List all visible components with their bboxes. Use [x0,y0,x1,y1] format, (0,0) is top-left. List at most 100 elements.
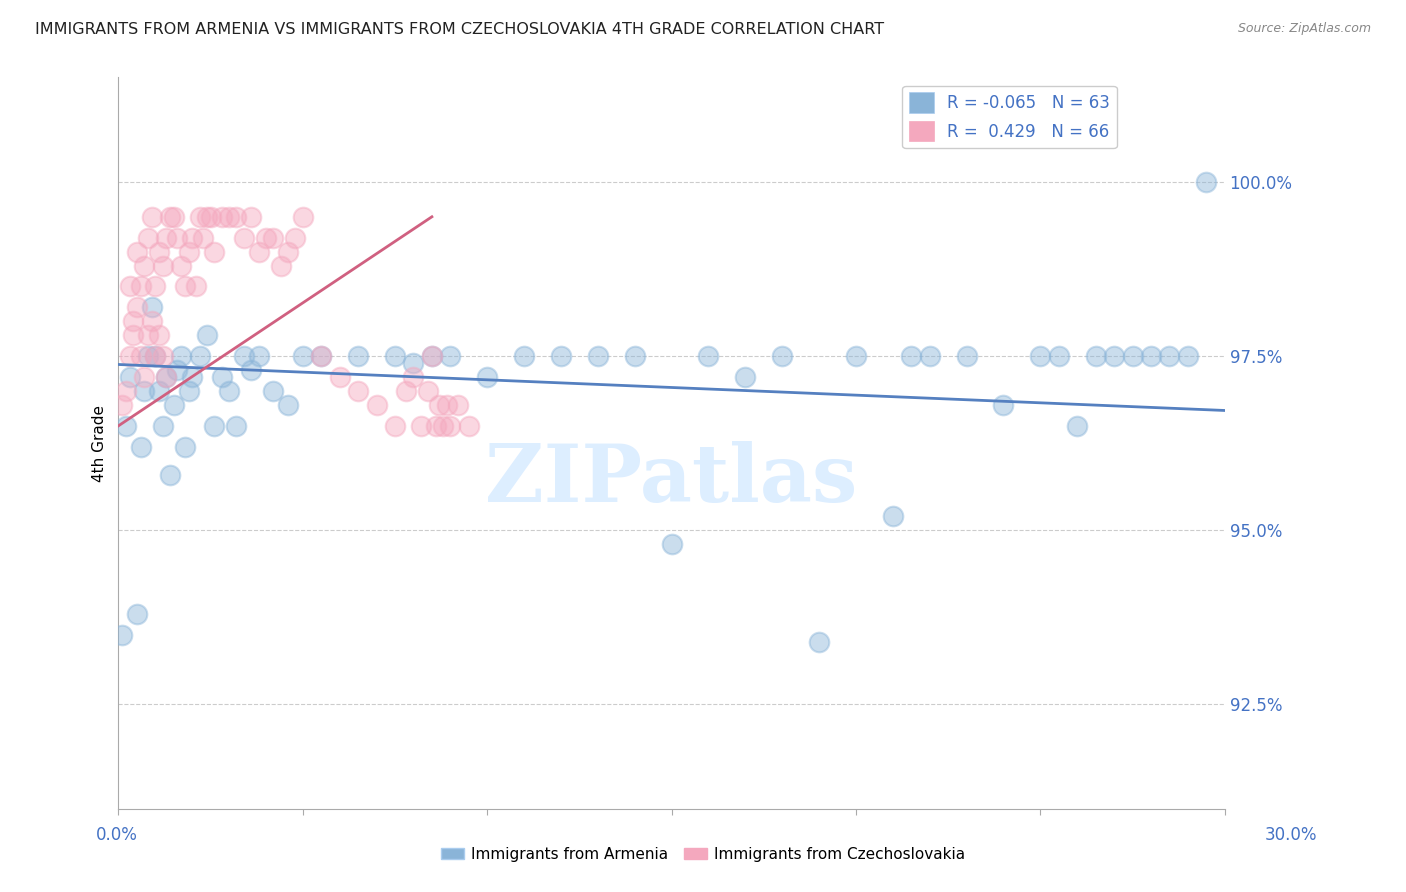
Point [122,314,145,328]
Point [188,349,211,363]
Text: Source: ZipAtlas.com: Source: ZipAtlas.com [1237,22,1371,36]
Point [1047,349,1070,363]
Point [457,418,479,433]
Point [163,210,186,224]
Point [309,349,332,363]
Point [734,370,756,384]
Point [129,440,152,454]
Point [163,398,186,412]
Point [136,349,159,363]
Point [447,398,470,412]
Point [141,210,163,224]
Point [152,259,174,273]
Point [770,349,793,363]
Point [118,279,141,293]
Point [425,418,447,433]
Point [247,349,270,363]
Point [384,418,406,433]
Point [202,418,225,433]
Point [159,467,181,482]
Point [347,384,370,398]
Point [402,356,425,370]
Point [152,418,174,433]
Point [586,349,609,363]
Point [134,370,156,384]
Point [195,328,218,343]
Point [148,328,170,343]
Point [193,230,215,244]
Point [1159,349,1181,363]
Point [291,349,314,363]
Point [143,349,166,363]
Text: 30.0%: 30.0% [1264,826,1317,844]
Point [247,244,270,259]
Point [166,363,188,377]
Point [136,230,159,244]
Point [143,349,166,363]
Point [155,230,177,244]
Point [143,279,166,293]
Point [211,210,233,224]
Point [118,349,141,363]
Point [1102,349,1125,363]
Point [1029,349,1052,363]
Point [159,210,181,224]
Point [550,349,572,363]
Point [141,301,163,315]
Point [114,418,136,433]
Point [173,440,195,454]
Point [125,301,148,315]
Point [240,210,263,224]
Point [202,244,225,259]
Point [218,384,240,398]
Point [1140,349,1163,363]
Point [181,230,204,244]
Point [148,244,170,259]
Point [181,370,204,384]
Point [111,628,134,642]
Point [402,370,425,384]
Point [125,607,148,621]
Point [177,384,200,398]
Point [918,349,941,363]
Point [347,349,370,363]
Point [270,259,292,273]
Point [240,363,263,377]
Point [432,418,454,433]
Point [262,384,284,398]
Y-axis label: 4th Grade: 4th Grade [93,405,107,482]
Point [882,509,904,524]
Point [225,210,247,224]
Point [262,230,284,244]
Point [155,370,177,384]
Point [993,398,1015,412]
Point [129,279,152,293]
Point [436,398,458,412]
Point [118,370,141,384]
Text: 0.0%: 0.0% [96,826,138,844]
Point [395,384,418,398]
Point [277,244,299,259]
Point [232,230,254,244]
Point [166,230,188,244]
Point [697,349,720,363]
Point [366,398,388,412]
Point [955,349,977,363]
Point [184,279,207,293]
Point [291,210,314,224]
Point [1066,418,1088,433]
Text: IMMIGRANTS FROM ARMENIA VS IMMIGRANTS FROM CZECHOSLOVAKIA 4TH GRADE CORRELATION : IMMIGRANTS FROM ARMENIA VS IMMIGRANTS FR… [35,22,884,37]
Point [845,349,868,363]
Text: ZIPatlas: ZIPatlas [485,441,858,519]
Point [661,537,683,551]
Point [1121,349,1143,363]
Legend: R = -0.065   N = 63, R =  0.429   N = 66: R = -0.065 N = 63, R = 0.429 N = 66 [903,86,1116,148]
Point [170,349,193,363]
Point [195,210,218,224]
Point [513,349,536,363]
Point [152,349,174,363]
Point [200,210,222,224]
Point [418,384,440,398]
Point [1195,175,1218,189]
Point [177,244,200,259]
